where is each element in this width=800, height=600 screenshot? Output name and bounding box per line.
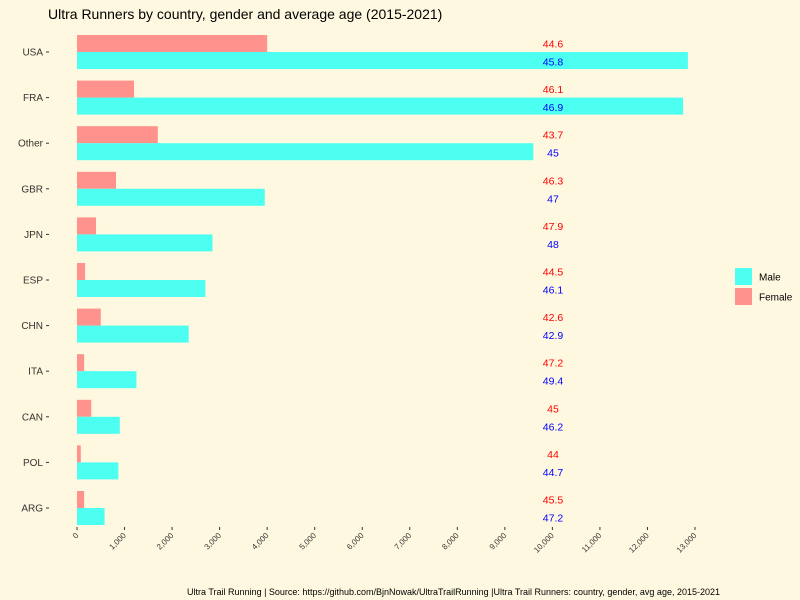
- age-label-female: 44: [547, 449, 559, 461]
- age-label-female: 42.6: [543, 312, 564, 324]
- x-tick-label: 7,000: [393, 531, 414, 552]
- legend: Male Female: [735, 268, 793, 305]
- bar-female-usa: [77, 35, 268, 52]
- age-label-female: 47.2: [543, 358, 564, 370]
- y-tick-label: ITA: [28, 367, 43, 378]
- x-tick-label: 13,000: [675, 531, 699, 555]
- age-label-female: 43.7: [543, 130, 564, 142]
- bar-male-arg: [77, 508, 105, 525]
- y-tick-label: GBR: [21, 184, 43, 195]
- age-label-female: 45.5: [543, 495, 564, 507]
- x-tick-label: 0: [71, 531, 81, 541]
- bar-male-jpn: [77, 234, 213, 252]
- chart-caption: Ultra Trail Running | Source: https://gi…: [187, 587, 720, 597]
- chart-title: Ultra Runners by country, gender and ave…: [48, 6, 442, 22]
- bar-male-other: [77, 143, 534, 161]
- age-label-male: 44.7: [543, 467, 564, 479]
- age-label-female: 46.3: [543, 175, 564, 187]
- y-tick-label: ESP: [23, 276, 43, 287]
- bar-male-esp: [77, 280, 206, 297]
- x-tick-label: 11,000: [580, 531, 604, 555]
- bar-female-jpn: [77, 217, 97, 235]
- x-tick-label: 4,000: [250, 531, 271, 552]
- x-tick-label: 3,000: [203, 531, 224, 552]
- x-tick-label: 6,000: [345, 531, 366, 552]
- bar-female-gbr: [77, 171, 116, 189]
- y-tick-label: CHN: [21, 321, 43, 332]
- bar-female-ita: [77, 354, 85, 372]
- bar-female-other: [77, 126, 158, 144]
- y-tick-label: FRA: [23, 93, 43, 104]
- bar-male-can: [77, 416, 120, 434]
- bar-female-chn: [77, 308, 101, 326]
- y-tick-label: Other: [18, 139, 44, 150]
- y-tick-label: JPN: [24, 230, 43, 241]
- age-label-female: 47.9: [543, 221, 564, 233]
- legend-swatch-male: [735, 268, 752, 285]
- x-tick-label: 1,000: [107, 531, 128, 552]
- x-tick-label: 8,000: [440, 531, 461, 552]
- bar-male-pol: [77, 462, 119, 480]
- y-tick-label: ARG: [21, 504, 43, 515]
- age-label-male: 46.9: [543, 102, 564, 114]
- bar-female-fra: [77, 80, 135, 98]
- x-tick-label: 12,000: [627, 531, 651, 555]
- age-label-male: 46.1: [543, 285, 564, 297]
- x-tick-label: 9,000: [488, 531, 509, 552]
- age-label-male: 47: [547, 193, 559, 205]
- age-label-female: 44.6: [543, 39, 564, 51]
- age-label-female: 46.1: [543, 84, 564, 96]
- age-label-male: 45.8: [543, 57, 564, 69]
- bar-male-chn: [77, 325, 189, 343]
- legend-label-male: Male: [759, 273, 781, 284]
- y-tick-label: CAN: [22, 412, 43, 423]
- age-label-male: 48: [547, 239, 559, 251]
- age-label-male: 45: [547, 148, 559, 160]
- x-tick-label: 10,000: [532, 531, 556, 555]
- bar-female-pol: [77, 445, 81, 463]
- age-label-male: 42.9: [543, 330, 564, 342]
- age-label-female: 44.5: [543, 267, 564, 279]
- legend-swatch-female: [735, 288, 752, 305]
- bar-male-ita: [77, 371, 137, 389]
- age-label-male: 47.2: [543, 513, 564, 525]
- bar-female-esp: [77, 263, 86, 280]
- legend-label-female: Female: [759, 293, 793, 304]
- plot-area: USA 44.6 45.8 FRA 46.1 46.9 Other 43.7 45 GBR 46.3…: [18, 35, 699, 555]
- y-tick-label: USA: [22, 48, 43, 59]
- x-tick-label: 5,000: [298, 531, 319, 552]
- y-tick-label: POL: [23, 458, 43, 469]
- bar-male-gbr: [77, 188, 265, 206]
- bar-male-fra: [77, 97, 684, 115]
- bar-male-usa: [77, 52, 688, 69]
- bar-female-can: [77, 399, 92, 417]
- bar-female-arg: [77, 491, 85, 508]
- age-label-male: 46.2: [543, 421, 564, 433]
- x-tick-label: 2,000: [155, 531, 176, 552]
- age-label-male: 49.4: [543, 376, 564, 388]
- age-label-female: 45: [547, 403, 559, 415]
